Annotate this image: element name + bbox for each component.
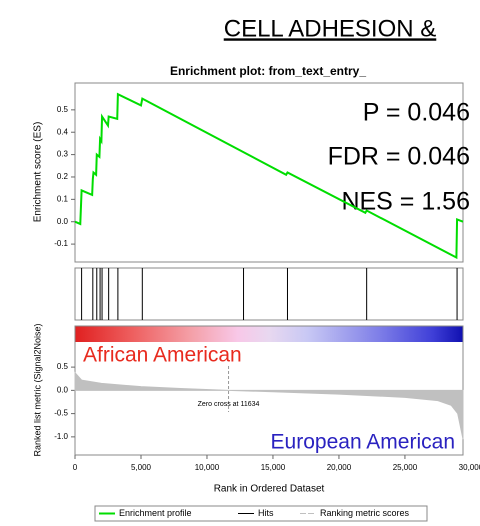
y-axis-title: Enrichment score (ES) bbox=[33, 122, 44, 223]
group-label: European American bbox=[271, 431, 455, 454]
metric-area bbox=[74, 371, 464, 440]
es-panel bbox=[74, 82, 464, 263]
annotation: P = 0.046 bbox=[363, 99, 470, 127]
y-tick-label: 0.5 bbox=[57, 105, 69, 114]
x-tick-label: 15,000 bbox=[261, 463, 286, 472]
x-tick-label: 0 bbox=[73, 463, 78, 472]
y-tick-label: 0.3 bbox=[57, 150, 69, 159]
y-tick-label: 0.1 bbox=[57, 194, 69, 203]
y-tick-label: 0.0 bbox=[57, 217, 69, 226]
y-tick-label: -0.5 bbox=[54, 409, 68, 418]
x-tick-label: 5,000 bbox=[131, 463, 152, 472]
x-tick-label: 10,000 bbox=[195, 463, 220, 472]
legend-label: Enrichment profile bbox=[119, 508, 192, 518]
x-tick-label: 20,000 bbox=[327, 463, 352, 472]
legend-box bbox=[94, 505, 428, 522]
y-tick-label: -0.1 bbox=[54, 239, 68, 248]
annotation: FDR = 0.046 bbox=[328, 143, 470, 171]
zero-cross-label: Zero cross at 11634 bbox=[198, 401, 260, 408]
x-axis-title: Rank in Ordered Dataset bbox=[214, 484, 325, 495]
y-tick-label: 0.2 bbox=[57, 172, 69, 181]
group-label: African American bbox=[83, 344, 242, 367]
y-tick-label: 0.4 bbox=[57, 127, 69, 136]
hits-panel bbox=[74, 267, 464, 321]
plot-title: Enrichment plot: from_text_entry_ bbox=[170, 64, 366, 78]
legend-label: Ranking metric scores bbox=[320, 508, 410, 518]
es-line bbox=[74, 92, 464, 260]
x-tick-label: 25,000 bbox=[393, 463, 418, 472]
y-tick-label: 0.5 bbox=[57, 362, 69, 371]
y-tick-label: 0.0 bbox=[57, 385, 69, 394]
page-title: CELL ADHESION & bbox=[224, 15, 437, 42]
x-tick-label: 30,000 bbox=[459, 463, 480, 472]
legend-label: Hits bbox=[258, 508, 274, 518]
y-tick-label: -1.0 bbox=[54, 432, 68, 441]
rank-color-bar bbox=[75, 326, 463, 342]
y-axis-title: Ranked list metric (Signal2Noise) bbox=[32, 323, 42, 456]
